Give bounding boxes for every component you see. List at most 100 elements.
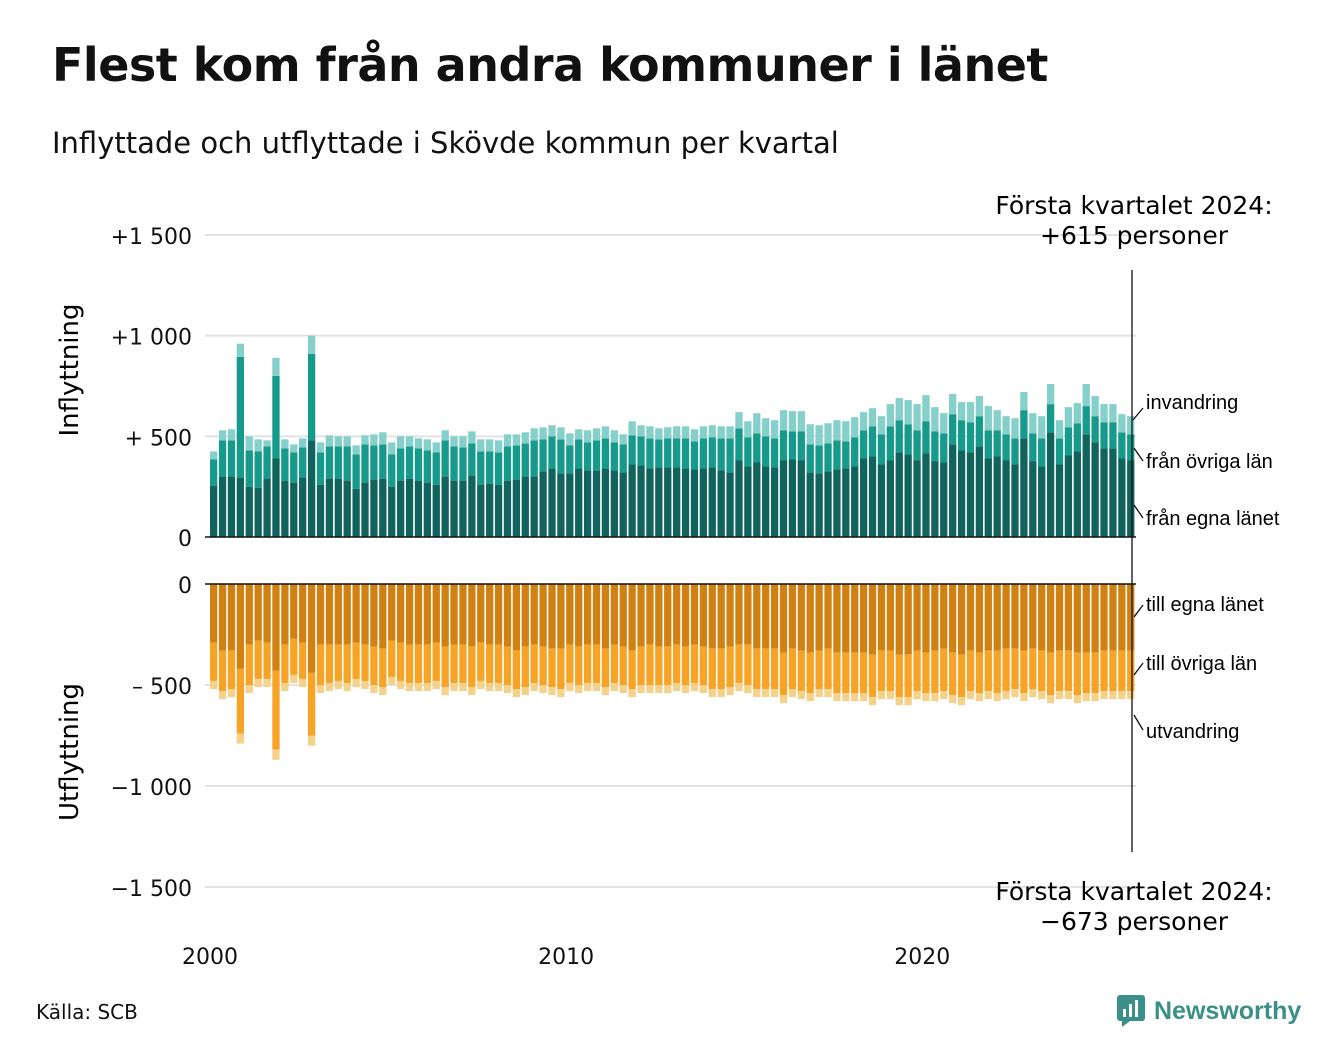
bar-in-immig [1082, 383, 1090, 407]
bar-in-other [877, 434, 886, 465]
bar-out-other [601, 648, 610, 688]
bar-in-immig [664, 427, 672, 439]
bar-in-immig [1064, 407, 1073, 428]
bar-in-own [1082, 434, 1090, 537]
bar-out-emig [753, 689, 761, 698]
bar-in-other [690, 441, 699, 470]
bar-in-immig [859, 412, 868, 431]
bar-out-emig [521, 687, 529, 696]
bar-in-own [601, 468, 610, 537]
bar-out-own [717, 584, 725, 649]
bar-in-other [592, 440, 601, 471]
bar-out-own [637, 584, 645, 647]
bar-out-own [655, 584, 663, 647]
bar-out-other [655, 646, 663, 685]
bar-out-other [450, 644, 458, 683]
bar-in-own [441, 476, 449, 537]
bar-out-own [1002, 584, 1010, 649]
bar-out-emig [1029, 689, 1037, 698]
bar-in-other [984, 430, 992, 459]
bar-in-own [396, 480, 405, 537]
y-axis-label-bottom: Utflyttning [55, 683, 85, 821]
bar-out-emig [770, 689, 779, 698]
bar-out-own [1082, 584, 1090, 653]
bar-out-other [690, 644, 699, 683]
bar-in-immig [601, 426, 610, 439]
bar-in-other [744, 437, 752, 467]
bar-out-emig [895, 697, 903, 706]
y-tick-label: −1 500 [111, 877, 192, 902]
bar-out-emig [1118, 691, 1126, 700]
bar-out-other [779, 652, 788, 696]
x-tick-label: 2000 [182, 945, 238, 970]
bar-in-immig [949, 394, 957, 415]
bar-out-emig [842, 693, 850, 702]
bar-out-other [468, 646, 476, 688]
bar-in-immig [868, 408, 877, 427]
bar-in-other [619, 444, 627, 473]
bar-in-own [797, 460, 805, 537]
bar-in-other [1020, 410, 1028, 439]
bar-out-emig [396, 680, 405, 690]
annotation-bottom-line2: −673 personer [1040, 907, 1229, 936]
bar-in-own [664, 467, 672, 537]
bar-out-other [539, 646, 547, 685]
bar-out-own [245, 584, 253, 645]
bar-in-own [779, 460, 788, 537]
bar-in-own [966, 452, 975, 537]
bar-in-own [806, 472, 814, 537]
bar-out-other [806, 652, 814, 694]
bar-in-other [788, 431, 797, 460]
bar-out-emig [307, 735, 316, 746]
bar-in-immig [895, 398, 903, 421]
bar-out-own [352, 584, 360, 643]
bar-in-own [931, 461, 939, 537]
bar-out-emig [859, 693, 868, 702]
bar-out-other [913, 650, 921, 692]
bar-in-immig [414, 438, 423, 449]
inflow-bars [210, 335, 1135, 537]
bar-out-own [824, 584, 832, 649]
bar-out-other [1002, 648, 1010, 692]
bar-in-own [762, 466, 770, 537]
bar-out-emig [779, 695, 788, 704]
bar-out-own [325, 584, 334, 645]
bar-out-emig [655, 685, 663, 694]
bar-in-other [1055, 438, 1064, 465]
leader-in-other [1133, 447, 1144, 462]
y-axis-label-top: Inflyttning [55, 304, 85, 437]
bar-in-immig [263, 440, 271, 447]
newsworthy-logo-icon [1117, 995, 1145, 1027]
bar-out-own [1118, 584, 1126, 651]
bar-out-emig [1011, 689, 1019, 698]
bar-in-other [468, 443, 476, 476]
bar-out-own [904, 584, 912, 655]
bar-in-immig [468, 431, 476, 444]
bar-out-other [343, 644, 351, 683]
bar-out-emig [1082, 693, 1090, 702]
bar-in-own [263, 478, 271, 537]
bar-out-own [1029, 584, 1037, 649]
bar-in-immig [566, 433, 574, 446]
bar-in-other [708, 437, 716, 468]
bar-in-immig [334, 436, 342, 447]
bar-out-other [1029, 648, 1037, 690]
bar-in-immig [797, 411, 805, 432]
bar-in-immig [726, 426, 734, 439]
bar-out-own [218, 584, 227, 651]
bar-out-emig [494, 682, 503, 692]
bar-in-own [494, 484, 503, 537]
bar-out-emig [1091, 693, 1099, 702]
bar-out-own [886, 584, 894, 651]
bar-out-emig [548, 687, 556, 696]
bar-out-emig [316, 685, 325, 694]
bar-out-other [370, 646, 378, 685]
bar-out-other [673, 644, 681, 683]
bar-out-emig [726, 687, 734, 696]
bar-in-own [477, 484, 485, 537]
bar-in-own [1046, 432, 1055, 537]
bar-out-own [405, 584, 414, 645]
bar-in-other [726, 438, 734, 473]
bar-out-emig [530, 682, 538, 692]
bar-out-emig [628, 689, 636, 698]
